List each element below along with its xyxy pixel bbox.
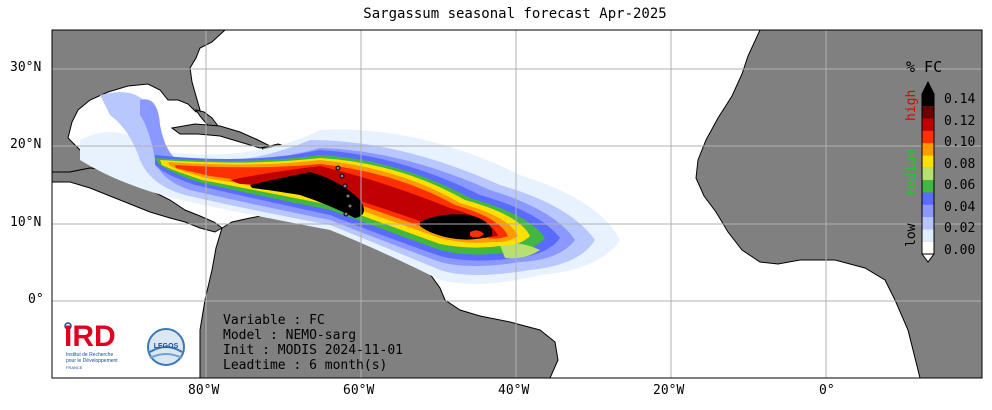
map-frame <box>51 29 983 379</box>
colorbar-tick-label: 0.02 <box>944 221 976 237</box>
colorbar-label-low: low <box>904 223 919 247</box>
colorbar-segment <box>922 167 934 181</box>
svg-text:pour le Développement: pour le Développement <box>66 358 118 364</box>
colorbar-tick-label: 0.08 <box>944 156 976 172</box>
colorbar-segment <box>922 143 934 156</box>
colorbar-segment <box>922 180 934 193</box>
colorbar-label-medium: medium <box>904 149 919 196</box>
lon-label: 40°W <box>498 383 530 398</box>
colorbar-frame <box>921 93 935 255</box>
info-leadtime: Leadtime : 6 month(s) <box>223 358 388 373</box>
colorbar-segment <box>922 229 934 242</box>
lat-label: 20°N <box>10 137 42 152</box>
lon-label: 20°W <box>653 383 685 398</box>
colorbar <box>921 80 935 263</box>
colorbar-tick-label: 0.06 <box>944 178 976 194</box>
colorbar-label-high: high <box>904 89 919 121</box>
lat-label: 10°N <box>10 215 42 230</box>
svg-text:FRANCE: FRANCE <box>66 365 83 370</box>
colorbar-segment <box>922 204 934 218</box>
colorbar-segment <box>922 94 934 107</box>
colorbar-segment <box>922 192 934 205</box>
info-variable: Variable : FC <box>223 313 325 328</box>
info-init: Init : MODIS 2024-11-01 <box>223 343 404 358</box>
map-title: Sargassum seasonal forecast Apr-2025 <box>363 6 667 22</box>
colorbar-tick-label: 0.00 <box>944 243 976 258</box>
ird-logo: IRD Institut de Recherche pour le Dévelo… <box>64 320 118 370</box>
lat-label: 30°N <box>10 60 42 75</box>
colorbar-segment <box>922 155 934 168</box>
info-model: Model : NEMO-sarg <box>223 328 357 343</box>
lon-label: 0° <box>819 383 835 398</box>
colorbar-tick-label: 0.04 <box>944 199 976 215</box>
colorbar-tick-label: 0.12 <box>944 113 976 129</box>
lat-label: 0° <box>28 292 44 307</box>
lon-label: 80°W <box>188 383 220 398</box>
lon-label: 60°W <box>343 383 375 398</box>
colorbar-unit: % FC <box>906 58 943 76</box>
africa-land <box>695 29 983 379</box>
colorbar-segment <box>922 106 934 119</box>
gridlines <box>52 30 982 378</box>
lesser-antilles <box>335 165 353 217</box>
colorbar-segment <box>922 130 934 144</box>
colorbar-segment <box>922 118 934 131</box>
colorbar-segment <box>922 217 934 230</box>
colorbar-tick-label: 0.10 <box>944 135 976 151</box>
svg-text:LEGOS: LEGOS <box>154 343 179 350</box>
svg-text:Institut de Recherche: Institut de Recherche <box>66 352 113 358</box>
colorbar-segment <box>922 241 934 254</box>
ird-letters: IRD <box>64 320 116 353</box>
colorbar-tick-label: 0.14 <box>944 92 976 107</box>
legos-logo: LEGOS <box>147 328 185 366</box>
